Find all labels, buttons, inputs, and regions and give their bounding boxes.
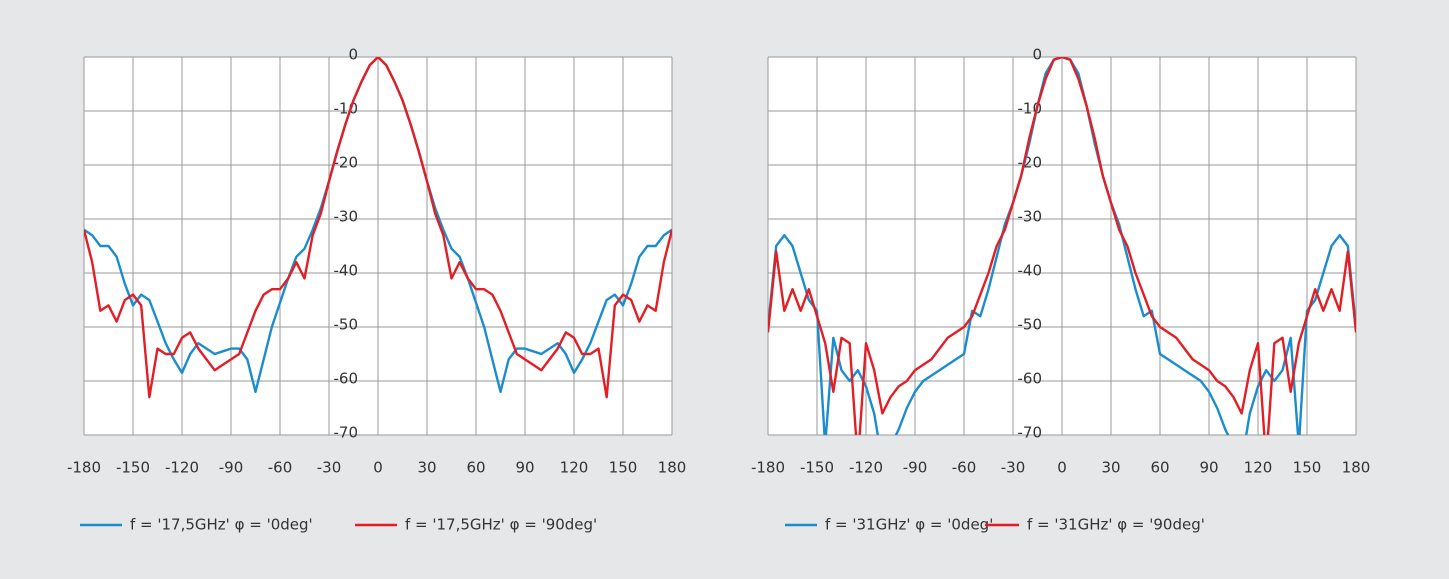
x-tick-label: -90 [219, 459, 244, 477]
y-tick-label: -70 [334, 424, 359, 442]
x-tick-label: 60 [466, 459, 485, 477]
data-line [768, 57, 1356, 435]
y-tick-label: -20 [1018, 154, 1043, 172]
x-tick-label: -90 [903, 459, 928, 477]
x-tick-label: 150 [609, 459, 638, 477]
x-tick-label: 30 [417, 459, 436, 477]
x-tick-label: -150 [800, 459, 834, 477]
x-tick-label: -30 [317, 459, 342, 477]
chart: -180 -150 -120 -90 -60 -30 0 30 60 90 120 150 180 0 -1… [67, 46, 686, 534]
y-tick-label: -40 [1018, 262, 1043, 280]
x-tick-label: -120 [165, 459, 199, 477]
y-tick-label: -70 [1018, 424, 1043, 442]
x-tick-label: 150 [1293, 459, 1322, 477]
data-line [768, 57, 1356, 435]
x-tick-label: -30 [1001, 459, 1026, 477]
legend-label: f = '31GHz' φ = '0deg' [825, 516, 993, 534]
x-tick-label: 180 [1342, 459, 1371, 477]
x-tick-label: 180 [658, 459, 687, 477]
x-tick-label: 90 [1199, 459, 1218, 477]
data-line [84, 57, 672, 393]
x-tick-label: -180 [751, 459, 785, 477]
x-tick-label: 0 [1057, 459, 1067, 477]
y-tick-label: -60 [334, 370, 359, 388]
y-tick-label: -50 [334, 316, 359, 334]
data-line [84, 57, 672, 399]
y-tick-label: -10 [334, 100, 359, 118]
x-tick-label: 0 [373, 459, 383, 477]
x-tick-label: 90 [515, 459, 534, 477]
y-tick-label: 0 [1032, 46, 1042, 64]
x-tick-label: 60 [1150, 459, 1169, 477]
y-tick-label: -60 [1018, 370, 1043, 388]
x-tick-label: 30 [1101, 459, 1120, 477]
x-tick-label: 120 [560, 459, 589, 477]
legend-label: f = '17,5GHz' φ = '90deg' [405, 516, 597, 534]
y-tick-label: 0 [348, 46, 358, 64]
y-tick-label: -30 [1018, 208, 1043, 226]
legend-label: f = '17,5GHz' φ = '0deg' [130, 516, 313, 534]
x-tick-label: -120 [849, 459, 883, 477]
y-tick-label: -30 [334, 208, 359, 226]
y-tick-label: -20 [334, 154, 359, 172]
x-tick-label: -180 [67, 459, 101, 477]
chart: -180 -150 -120 -90 -60 -30 0 30 60 90 120 150 1800-1… [751, 46, 1370, 534]
x-tick-label: -150 [116, 459, 150, 477]
x-tick-label: -60 [268, 459, 293, 477]
y-tick-label: -40 [334, 262, 359, 280]
y-tick-label: -50 [1018, 316, 1043, 334]
x-tick-label: -60 [952, 459, 977, 477]
legend-label: f = '31GHz' φ = '90deg' [1027, 516, 1205, 534]
x-tick-label: 120 [1244, 459, 1273, 477]
